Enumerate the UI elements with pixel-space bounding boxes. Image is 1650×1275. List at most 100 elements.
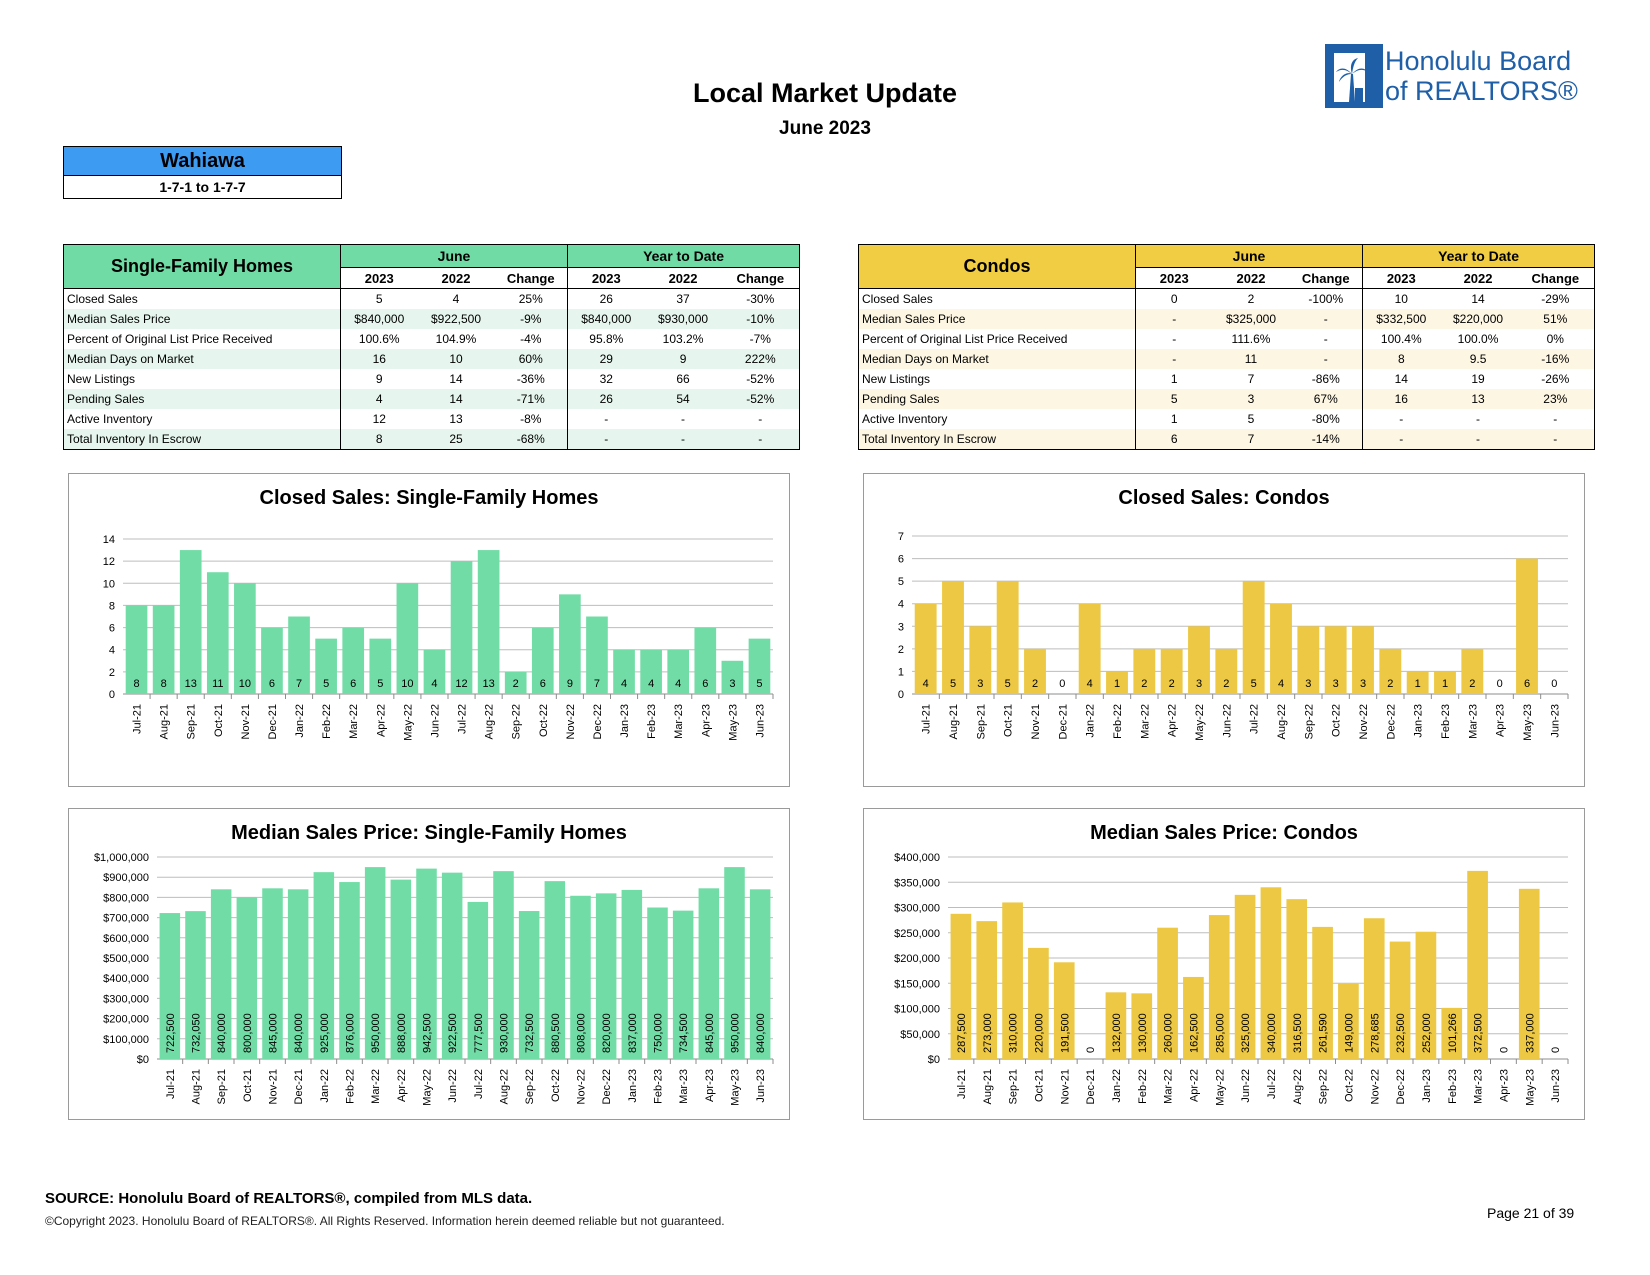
x-tick-label: May-22 (422, 1069, 434, 1106)
condo-col-header: Change (1516, 267, 1596, 289)
y-tick-label: $0 (137, 1054, 149, 1066)
x-tick-label: Jun-22 (429, 704, 441, 738)
bar (694, 627, 717, 694)
data-label: 220,000 (1033, 1013, 1045, 1053)
table-cell: -10% (721, 309, 801, 329)
table-row: Total Inventory In Escrow 6 7 -14% - - - (858, 429, 1596, 450)
y-tick-label: $300,000 (103, 993, 149, 1005)
table-cell: - (1516, 409, 1596, 429)
x-tick-label: Sep-21 (975, 704, 987, 739)
x-tick-label: Sep-21 (216, 1069, 228, 1104)
bar (1270, 603, 1292, 694)
bar (1379, 648, 1402, 694)
bar (749, 889, 771, 1059)
table-row: New Listings 1 7 -86% 14 19 -26% (858, 369, 1596, 389)
data-label: 7 (594, 678, 600, 690)
table-cell: -68% (494, 429, 568, 450)
data-label: 3 (1305, 678, 1311, 690)
table-row: Median Sales Price - $325,000- $332,500 $220… (858, 309, 1596, 329)
table-cell: -4% (520, 332, 542, 346)
data-label: 13 (483, 678, 495, 690)
bar (613, 649, 635, 694)
row-label: Percent of Original List Price Received (63, 329, 341, 349)
data-label: 5 (1005, 678, 1011, 690)
data-label: 13 (185, 678, 197, 690)
page-number: Page 21 of 39 (1487, 1205, 1575, 1221)
bar (1434, 671, 1456, 694)
bar (1363, 918, 1385, 1059)
data-label: 8 (133, 678, 139, 690)
x-tick-label: Sep-22 (1318, 1069, 1330, 1104)
bar (570, 895, 591, 1059)
bar (493, 871, 514, 1059)
bar (159, 913, 181, 1059)
data-label: 0 (1497, 678, 1503, 690)
sfh-col-header: 2023 (340, 267, 418, 289)
data-label: 3 (729, 678, 735, 690)
x-tick-label: Mar-23 (678, 1069, 690, 1104)
bar (1516, 558, 1538, 694)
y-tick-label: $400,000 (894, 852, 940, 864)
table-cell: - (1476, 412, 1481, 426)
data-label: 325,000 (1240, 1013, 1252, 1053)
bar (261, 627, 283, 694)
y-tick-label: 2 (109, 667, 115, 679)
table-cell: 32 (567, 369, 645, 389)
bar (1024, 648, 1046, 694)
table-cell: 5 (1135, 389, 1213, 409)
y-tick-label: 12 (103, 556, 115, 568)
table-row: Active Inventory 12 13 -8% - - - (63, 409, 801, 429)
x-tick-label: May-23 (727, 704, 739, 741)
y-tick-label: $500,000 (103, 953, 149, 965)
x-tick-label: Feb-23 (1440, 704, 1452, 739)
table-cell: 7 (1247, 372, 1255, 386)
table-cell: - (1135, 309, 1213, 329)
condo-table-body: Closed Sales 0 2 -100% 10 14 -29% Median Sales … (858, 288, 1596, 450)
table-cell: - (567, 409, 645, 429)
table-row: Closed Sales 5 4 25% 26 37 -30% (63, 288, 801, 309)
x-tick-label: May-23 (730, 1069, 742, 1106)
x-tick-label: Aug-21 (982, 1069, 994, 1104)
table-cell: -14% (1289, 429, 1363, 450)
bar (185, 911, 206, 1059)
data-label: 820,000 (601, 1013, 613, 1053)
table-row: Closed Sales 0 2 -100% 10 14 -29% (858, 288, 1596, 309)
y-tick-label: 8 (109, 600, 115, 612)
row-label: Closed Sales (63, 288, 341, 309)
table-cell: 13 (449, 412, 463, 426)
table-cell: $325,000 (1212, 309, 1290, 329)
data-label: 9 (567, 678, 573, 690)
data-label: 4 (1087, 678, 1093, 690)
condo-stats-table: Condos June Year to Date 2023 2022 Chang… (858, 244, 1596, 450)
data-label: 845,000 (704, 1013, 716, 1053)
bar (1518, 888, 1540, 1059)
data-label: 8 (161, 678, 167, 690)
table-cell: 1 (1135, 369, 1213, 389)
x-tick-label: Mar-23 (673, 704, 685, 739)
x-tick-label: Oct-21 (242, 1069, 254, 1102)
table-cell: 60% (494, 349, 568, 369)
y-tick-label: 7 (898, 531, 904, 543)
table-cell: - (1135, 349, 1213, 369)
bar (369, 638, 392, 694)
data-label: 4 (1278, 678, 1284, 690)
bar (396, 583, 419, 694)
bar (1467, 870, 1488, 1059)
page-subtitle: June 2023 (779, 118, 871, 139)
x-tick-label: Jan-23 (619, 704, 631, 738)
bar (647, 907, 668, 1059)
bar (339, 882, 360, 1059)
bar (262, 888, 283, 1059)
bar (544, 881, 566, 1059)
table-cell: -80% (1311, 412, 1340, 426)
table-cell: 54 (644, 389, 722, 409)
bar (1160, 648, 1183, 694)
x-tick-label: Mar-22 (348, 704, 360, 739)
bar (477, 550, 500, 694)
table-cell: 100.6% (340, 329, 418, 349)
data-label: 0 (1059, 678, 1065, 690)
row-label: Active Inventory (858, 409, 1136, 429)
x-tick-label: Dec-22 (592, 704, 604, 739)
bar (364, 867, 386, 1059)
x-tick-label: Feb-22 (1137, 1069, 1149, 1104)
